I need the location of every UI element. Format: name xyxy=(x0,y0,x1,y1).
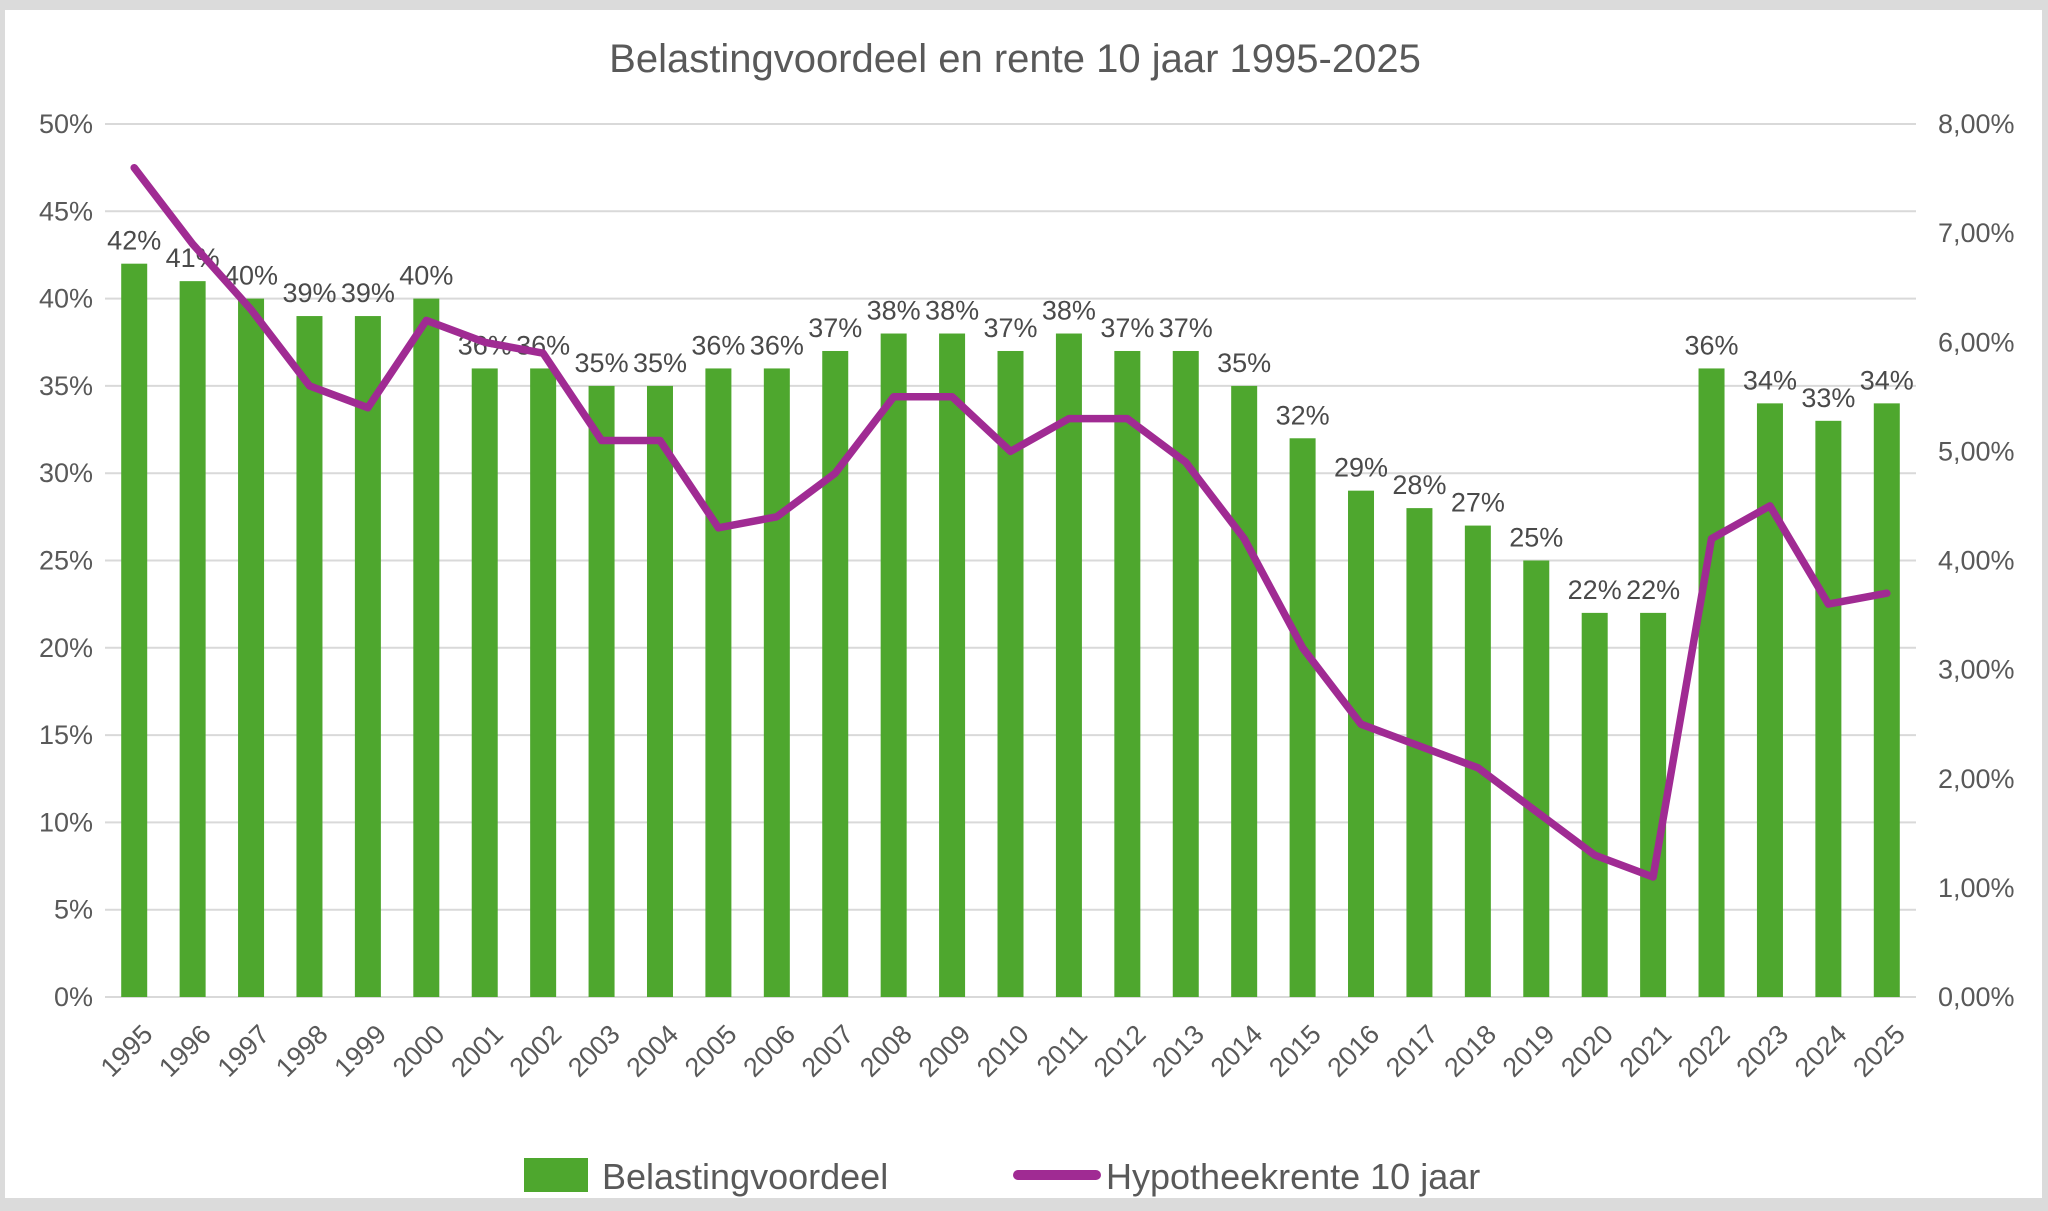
bar-label-2012: 37% xyxy=(1100,313,1154,343)
bar-label-2013: 37% xyxy=(1159,313,1213,343)
bar-2013 xyxy=(1172,350,1199,998)
bar-label-2010: 37% xyxy=(983,313,1037,343)
bar-1997 xyxy=(238,298,265,998)
y-axis-left-tick-label: 50% xyxy=(39,109,93,139)
bar-label-2022: 36% xyxy=(1685,330,1739,360)
bar-2009 xyxy=(939,333,966,997)
y-axis-right-tick-label: 6,00% xyxy=(1938,327,2015,357)
bar-2014 xyxy=(1231,385,1258,997)
legend-label-belastingvoordeel: Belastingvoordeel xyxy=(602,1156,888,1197)
y-axis-left-tick-label: 0% xyxy=(54,982,93,1012)
bar-label-2016: 29% xyxy=(1334,453,1388,483)
bar-label-2009: 38% xyxy=(925,296,979,326)
y-axis-right-tick-label: 8,00% xyxy=(1938,109,2015,139)
bar-2011 xyxy=(1055,333,1082,997)
bar-label-2004: 35% xyxy=(633,348,687,378)
bar-label-2023: 34% xyxy=(1743,365,1797,395)
y-axis-right-tick-label: 4,00% xyxy=(1938,546,2015,576)
y-axis-left-tick-label: 5% xyxy=(54,895,93,925)
bar-2019 xyxy=(1523,560,1550,997)
plot-area: 0% 5% 10% 15% 20% 25% 30% 35% 40% 45% 50% 0,00% 1,00… xyxy=(39,109,2015,1083)
bar-2012 xyxy=(1114,350,1141,998)
bar-2003 xyxy=(588,385,615,997)
bar-label-2011: 38% xyxy=(1042,296,1096,326)
bar-label-2015: 32% xyxy=(1276,400,1330,430)
bar-2006 xyxy=(763,368,790,997)
bar-label-2017: 28% xyxy=(1392,470,1446,500)
bar-label-2003: 35% xyxy=(575,348,629,378)
bar-2020 xyxy=(1581,612,1608,997)
bar-label-2014: 35% xyxy=(1217,348,1271,378)
y-axis-right-tick-label: 1,00% xyxy=(1938,873,2015,903)
bar-2002 xyxy=(530,368,557,997)
bar-label-1995: 42% xyxy=(107,226,161,256)
bar-2001 xyxy=(471,368,498,997)
legend-swatch-belastingvoordeel-icon xyxy=(524,1158,588,1192)
bar-label-2018: 27% xyxy=(1451,488,1505,518)
y-axis-left-tick-label: 40% xyxy=(39,284,93,314)
y-axis-left-tick-label: 45% xyxy=(39,196,93,226)
bar-2016 xyxy=(1348,490,1375,997)
bar-label-2021: 22% xyxy=(1626,575,1680,605)
bar-label-2019: 25% xyxy=(1509,523,1563,553)
bar-label-1999: 39% xyxy=(341,278,395,308)
bar-2000 xyxy=(413,298,440,998)
y-axis-right-tick-label: 7,00% xyxy=(1938,218,2015,248)
y-axis-left-tick-label: 20% xyxy=(39,633,93,663)
bar-label-2007: 37% xyxy=(808,313,862,343)
bar-2024 xyxy=(1815,420,1842,997)
bar-2005 xyxy=(705,368,732,997)
bar-2015 xyxy=(1289,438,1316,997)
y-axis-right-tick-label: 0,00% xyxy=(1938,982,2015,1012)
bar-1999 xyxy=(354,316,381,997)
bar-2023 xyxy=(1756,403,1783,997)
y-axis-left-tick-label: 35% xyxy=(39,371,93,401)
y-axis-right-tick-label: 2,00% xyxy=(1938,764,2015,794)
bar-2004 xyxy=(646,385,673,997)
bar-1995 xyxy=(121,263,148,997)
bar-label-2008: 38% xyxy=(867,296,921,326)
y-axis-left-tick-label: 15% xyxy=(39,720,93,750)
bar-2025 xyxy=(1873,403,1900,997)
bar-1998 xyxy=(296,316,323,997)
bar-2022 xyxy=(1698,368,1725,997)
bar-label-2024: 33% xyxy=(1801,383,1855,413)
legend: Belastingvoordeel Hypotheekrente 10 jaar xyxy=(524,1156,1480,1197)
bar-2008 xyxy=(880,333,907,997)
bar-1996 xyxy=(179,281,206,997)
y-axis-right-tick-label: 3,00% xyxy=(1938,655,2015,685)
bar-2007 xyxy=(822,350,849,998)
bar-label-2000: 40% xyxy=(399,261,453,291)
bar-label-2020: 22% xyxy=(1568,575,1622,605)
bar-label-2025: 34% xyxy=(1860,365,1914,395)
y-axis-left-tick-label: 30% xyxy=(39,458,93,488)
bar-2010 xyxy=(997,350,1024,998)
y-axis-left-tick-label: 10% xyxy=(39,807,93,837)
chart-title: Belastingvoordeel en rente 10 jaar 1995-… xyxy=(609,37,1421,81)
rate-line xyxy=(130,163,1891,881)
bar-label-2006: 36% xyxy=(750,330,804,360)
bar-label-2005: 36% xyxy=(691,330,745,360)
y-axis-right-tick-label: 5,00% xyxy=(1938,436,2015,466)
bar-label-1998: 39% xyxy=(282,278,336,308)
y-axis-left-tick-label: 25% xyxy=(39,546,93,576)
legend-label-hypotheekrente: Hypotheekrente 10 jaar xyxy=(1106,1156,1480,1197)
